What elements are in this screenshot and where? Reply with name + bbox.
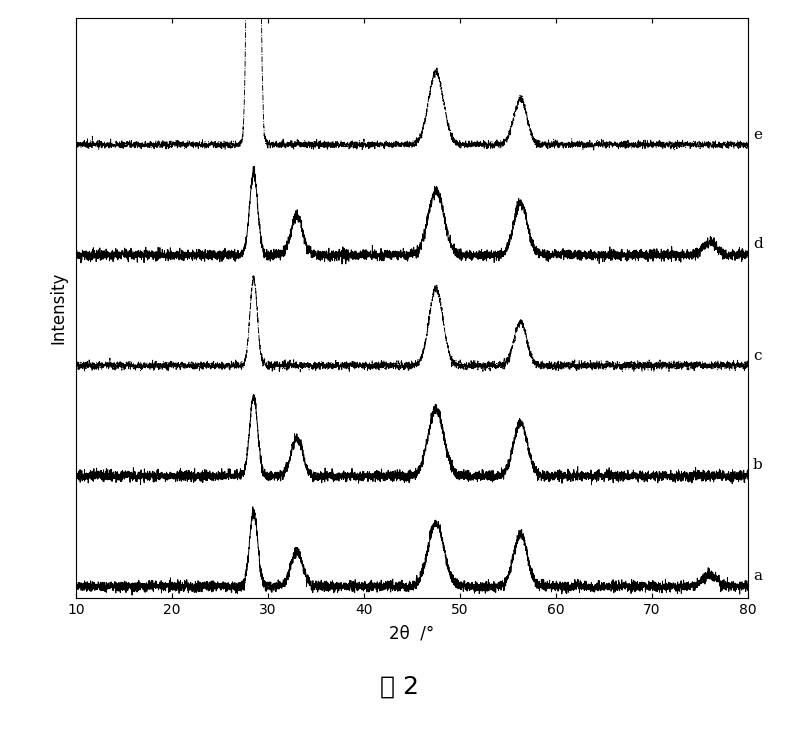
Text: d: d	[753, 237, 762, 251]
Text: c: c	[753, 349, 762, 363]
Text: 图 2: 图 2	[381, 675, 419, 699]
X-axis label: 2θ  /°: 2θ /°	[390, 624, 434, 642]
Y-axis label: Intensity: Intensity	[50, 272, 68, 344]
Text: b: b	[753, 458, 762, 472]
Text: a: a	[753, 569, 762, 583]
Text: e: e	[753, 128, 762, 142]
